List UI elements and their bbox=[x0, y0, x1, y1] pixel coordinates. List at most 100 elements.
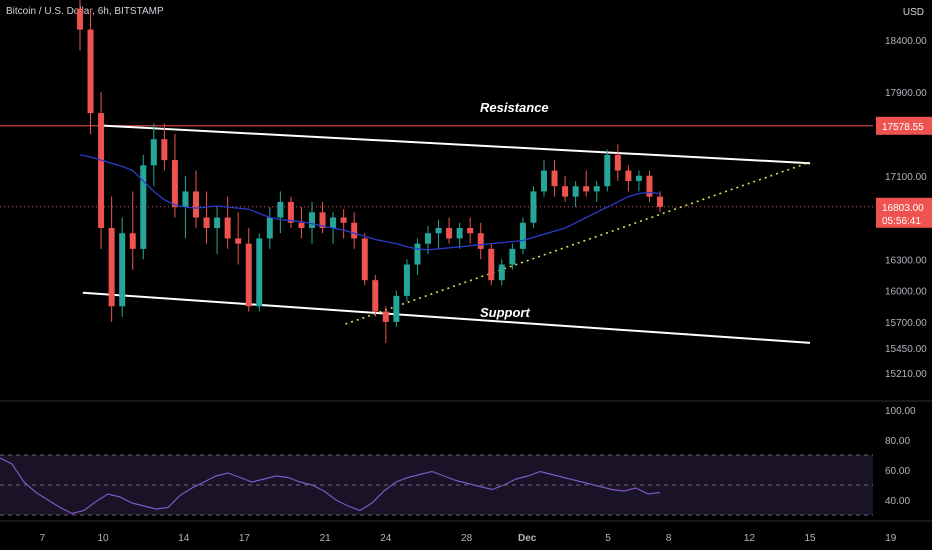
resistance-price-label: 17578.55 bbox=[882, 122, 924, 133]
candle-body bbox=[98, 113, 105, 228]
current-price-label: 16803.00 bbox=[882, 203, 924, 214]
candle-body bbox=[519, 222, 526, 249]
candle-body bbox=[193, 191, 199, 218]
candle-body bbox=[182, 191, 189, 208]
rsi-tick-label: 40.00 bbox=[885, 496, 910, 507]
candle-body bbox=[161, 139, 168, 161]
rsi-tick-label: 80.00 bbox=[885, 436, 910, 447]
candle-body bbox=[393, 295, 400, 322]
countdown-label: 05:56:41 bbox=[882, 216, 921, 227]
time-tick-label: 21 bbox=[320, 533, 332, 544]
support-label: Support bbox=[480, 305, 530, 320]
grid bbox=[0, 125, 932, 522]
candle-body bbox=[214, 217, 221, 228]
candle-body bbox=[382, 311, 389, 322]
candle-body bbox=[150, 139, 157, 166]
candle-body bbox=[372, 280, 379, 312]
time-tick-label: Dec bbox=[518, 533, 537, 544]
candle-body bbox=[203, 217, 210, 228]
time-tick-label: 14 bbox=[178, 533, 190, 544]
currency-label: USD bbox=[902, 7, 924, 18]
rsi-tick-label: 60.00 bbox=[885, 466, 910, 477]
current-price-tag bbox=[876, 197, 932, 228]
candle-body bbox=[614, 154, 621, 171]
resistance-label: Resistance bbox=[480, 100, 549, 115]
resistance-trendline bbox=[102, 124, 811, 165]
support-trendline bbox=[82, 291, 811, 344]
price-tick-label: 15210.00 bbox=[885, 369, 927, 380]
candle-body bbox=[171, 160, 178, 208]
candle-body bbox=[224, 217, 231, 239]
candle-body bbox=[530, 191, 537, 223]
time-tick-label: 5 bbox=[605, 533, 611, 544]
price-tick-label: 15700.00 bbox=[885, 318, 927, 329]
price-tick-label: 16300.00 bbox=[885, 255, 927, 266]
trendlines bbox=[82, 124, 811, 344]
chart-title: Bitcoin / U.S. Dollar, 6h, BITSTAMP bbox=[6, 6, 164, 17]
resistance-price-tag bbox=[876, 116, 932, 135]
candle-body bbox=[287, 201, 294, 223]
time-tick-label: 17 bbox=[239, 533, 251, 544]
price-tick-label: 17100.00 bbox=[885, 172, 927, 183]
candle-body bbox=[266, 217, 273, 239]
candle-body bbox=[309, 212, 315, 228]
time-tick-label: 12 bbox=[744, 533, 756, 544]
candle-body bbox=[235, 238, 242, 244]
candle-body bbox=[446, 227, 453, 239]
candle-body bbox=[298, 222, 305, 228]
price-tick-label: 16000.00 bbox=[885, 287, 927, 298]
time-tick-label: 19 bbox=[885, 533, 897, 544]
candle-body bbox=[330, 217, 337, 228]
candle-body bbox=[319, 212, 326, 228]
candle-body bbox=[477, 233, 484, 249]
rsi-tick-label: 100.00 bbox=[885, 406, 916, 417]
price-tick-label: 17900.00 bbox=[885, 88, 927, 99]
candle-body bbox=[119, 233, 126, 307]
candle-body bbox=[435, 227, 442, 234]
rsi-line bbox=[0, 457, 661, 515]
time-tick-label: 28 bbox=[461, 533, 473, 544]
time-tick-label: 24 bbox=[380, 533, 392, 544]
candle-body bbox=[551, 170, 558, 187]
candle-body bbox=[456, 227, 463, 239]
price-axis: 18400.00 17900.00 17100.00 16300.00 16000.00… bbox=[876, 36, 932, 507]
candle-body bbox=[572, 186, 579, 197]
candle-body bbox=[340, 217, 347, 223]
candle-body bbox=[87, 29, 94, 114]
rising-dotted-trendline bbox=[345, 161, 811, 325]
price-tick-label: 18400.00 bbox=[885, 36, 927, 47]
candle-body bbox=[277, 201, 284, 218]
annotations: Resistance Support bbox=[480, 100, 549, 320]
candle-body bbox=[108, 227, 115, 307]
candle-body bbox=[425, 233, 431, 244]
candle-body bbox=[635, 175, 642, 181]
candle-body bbox=[646, 175, 653, 197]
candle-body bbox=[509, 248, 516, 265]
time-tick-label: 15 bbox=[804, 533, 816, 544]
candle-body bbox=[361, 238, 368, 281]
candle-body bbox=[562, 186, 569, 197]
candle-body bbox=[129, 233, 136, 249]
candles bbox=[77, 0, 663, 343]
candle-body bbox=[77, 8, 83, 30]
ma-line bbox=[79, 154, 661, 251]
time-axis: 7 10 14 17 21 24 28 Dec 5 8 12 15 19 bbox=[40, 533, 897, 544]
candle-body bbox=[583, 186, 590, 192]
candle-body bbox=[403, 264, 410, 296]
candle-body bbox=[245, 243, 252, 307]
candle-body bbox=[256, 238, 263, 307]
moving-average bbox=[79, 154, 661, 251]
candle-body bbox=[593, 186, 600, 192]
time-tick-label: 8 bbox=[666, 533, 672, 544]
price-tick-label: 15450.00 bbox=[885, 344, 927, 355]
candle-body bbox=[488, 248, 495, 281]
candle-body bbox=[541, 170, 547, 192]
candle-body bbox=[414, 243, 421, 265]
candle-body bbox=[351, 222, 358, 239]
candle-body bbox=[467, 227, 474, 234]
candle-body bbox=[604, 154, 611, 187]
rsi-panel bbox=[0, 454, 873, 516]
candle-body bbox=[625, 170, 632, 181]
candle-body bbox=[657, 196, 663, 207]
